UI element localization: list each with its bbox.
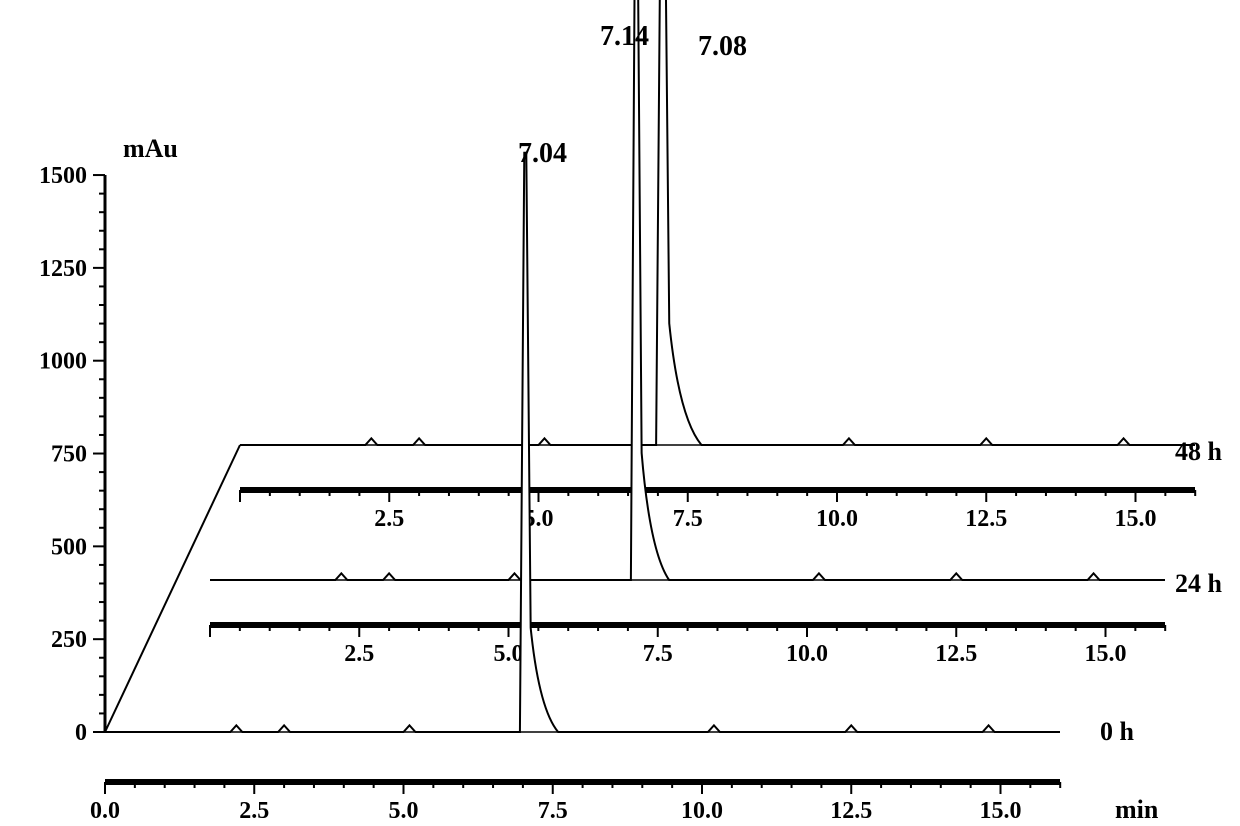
y-tick-label: 1500 (39, 163, 87, 189)
x-tick-label: 12.5 (830, 798, 872, 824)
chromatogram-figure: 0 250 500 750 1000 1250 1500 mAu 2.5 5.0 7.5 10.0 12… (0, 0, 1240, 826)
x-tick-label: 2.5 (374, 506, 404, 532)
y-tick-label: 0 (75, 720, 87, 746)
y-tick-label: 250 (51, 627, 87, 653)
trace-label: 48 h (1175, 437, 1223, 466)
x-tick-label: 2.5 (344, 641, 374, 667)
y-tick-label: 750 (51, 442, 87, 468)
peak-rt-label: 7.08 (698, 31, 747, 62)
y-tick-label: 1250 (39, 256, 87, 282)
x-tick-label: 15.0 (1085, 641, 1127, 667)
x-tick-label: 15.0 (1115, 506, 1157, 532)
x-tick-label: 10.0 (681, 798, 723, 824)
x-tick-label: 7.5 (538, 798, 568, 824)
x-axis-label: min (1115, 795, 1159, 824)
x-tick-label: 0.0 (90, 798, 120, 824)
x-tick-label: 7.5 (643, 641, 673, 667)
trace-label: 24 h (1175, 569, 1223, 598)
y-tick-label: 500 (51, 534, 87, 560)
x-tick-label: 12.5 (965, 506, 1007, 532)
x-tick-label: 5.0 (389, 798, 419, 824)
y-axis-label: mAu (123, 134, 178, 163)
x-tick-label: 5.0 (494, 641, 524, 667)
trace-label: 0 h (1100, 717, 1135, 746)
x-tick-label: 2.5 (239, 798, 269, 824)
x-tick-label: 12.5 (935, 641, 977, 667)
x-tick-label: 10.0 (816, 506, 858, 532)
y-tick-label: 1000 (39, 349, 87, 375)
x-tick-label: 10.0 (786, 641, 828, 667)
x-tick-label: 15.0 (980, 798, 1022, 824)
x-tick-label: 7.5 (673, 506, 703, 532)
peak-rt-label: 7.14 (600, 21, 649, 52)
peak-rt-label: 7.04 (518, 138, 567, 169)
chromatogram-svg: 0 250 500 750 1000 1250 1500 mAu 2.5 5.0 7.5 10.0 12… (0, 0, 1240, 826)
